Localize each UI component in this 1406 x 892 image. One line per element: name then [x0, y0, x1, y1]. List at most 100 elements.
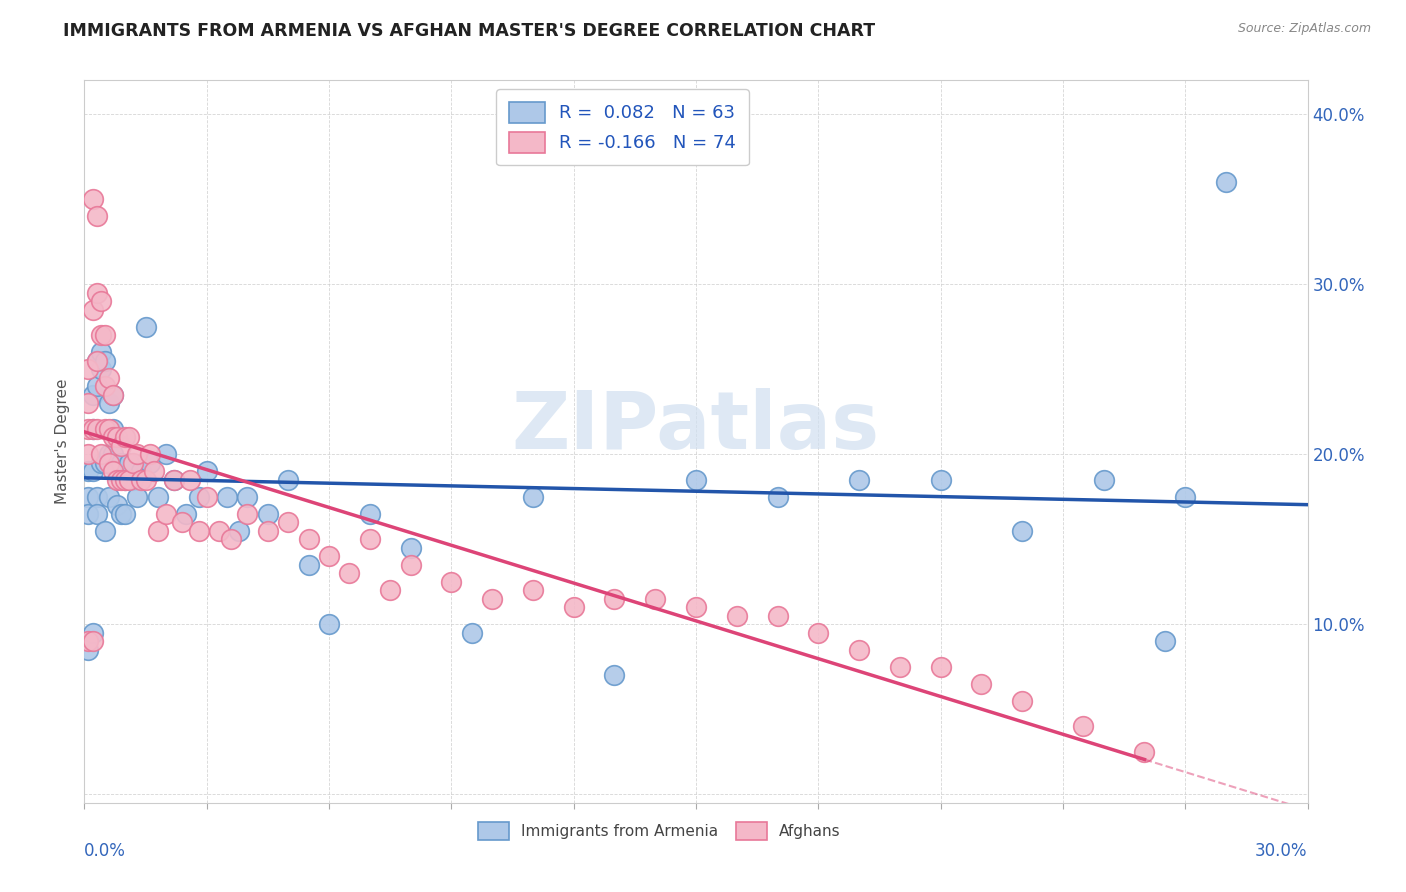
Text: ZIPatlas: ZIPatlas [512, 388, 880, 467]
Point [110, 473, 132, 487]
Point [93, 524, 115, 538]
Point [174, 507, 197, 521]
Point [110, 439, 132, 453]
Point [131, 464, 153, 478]
Text: 30.0%: 30.0% [1256, 842, 1308, 860]
Point [195, 464, 218, 478]
Point [146, 524, 169, 538]
Point [77, 396, 100, 410]
Point [217, 490, 239, 504]
Point [114, 430, 136, 444]
Point [82, 625, 104, 640]
Point [90, 362, 112, 376]
Point [97, 456, 120, 470]
Point [1011, 524, 1033, 538]
Point [163, 473, 186, 487]
Point [138, 447, 160, 461]
Point [257, 507, 280, 521]
Point [86, 285, 108, 300]
Point [163, 473, 186, 487]
Point [1073, 719, 1095, 733]
Point [219, 533, 242, 547]
Point [105, 464, 128, 478]
Point [603, 591, 626, 606]
Point [172, 516, 194, 530]
Point [86, 379, 108, 393]
Point [380, 583, 402, 598]
Point [236, 507, 259, 521]
Point [101, 388, 124, 402]
Point [339, 566, 361, 581]
Point [1154, 634, 1177, 648]
Point [90, 447, 112, 461]
Point [603, 668, 626, 682]
Point [105, 430, 128, 444]
Point [86, 353, 108, 368]
Point [90, 294, 112, 309]
Point [82, 388, 104, 402]
Point [86, 507, 108, 521]
Point [1215, 175, 1237, 189]
Point [298, 558, 321, 572]
Point [90, 345, 112, 359]
Point [105, 498, 128, 512]
Y-axis label: Master's Degree: Master's Degree [55, 379, 70, 504]
Point [318, 549, 340, 564]
Point [122, 456, 145, 470]
Point [86, 422, 108, 436]
Point [236, 490, 259, 504]
Point [179, 473, 201, 487]
Point [93, 422, 115, 436]
Point [155, 447, 177, 461]
Text: IMMIGRANTS FROM ARMENIA VS AFGHAN MASTER'S DEGREE CORRELATION CHART: IMMIGRANTS FROM ARMENIA VS AFGHAN MASTER… [63, 22, 876, 40]
Point [97, 371, 120, 385]
Point [127, 490, 149, 504]
Point [848, 642, 870, 657]
Point [77, 642, 100, 657]
Point [114, 473, 136, 487]
Point [1092, 473, 1115, 487]
Point [82, 464, 104, 478]
Point [399, 558, 422, 572]
Point [93, 456, 115, 470]
Point [90, 328, 112, 343]
Point [257, 524, 280, 538]
Point [131, 473, 153, 487]
Point [208, 524, 231, 538]
Point [195, 490, 218, 504]
Point [522, 583, 544, 598]
Point [359, 507, 381, 521]
Point [77, 447, 100, 461]
Point [77, 422, 100, 436]
Point [77, 507, 100, 521]
Point [146, 490, 169, 504]
Point [118, 473, 141, 487]
Point [318, 617, 340, 632]
Point [82, 634, 104, 648]
Point [522, 490, 544, 504]
Point [562, 600, 585, 615]
Point [101, 430, 124, 444]
Point [86, 490, 108, 504]
Point [114, 507, 136, 521]
Point [138, 456, 160, 470]
Point [122, 473, 145, 487]
Point [82, 422, 104, 436]
Point [399, 541, 422, 555]
Point [118, 430, 141, 444]
Point [77, 464, 100, 478]
Point [97, 490, 120, 504]
Point [135, 319, 157, 334]
Point [82, 192, 104, 206]
Point [187, 524, 209, 538]
Point [82, 302, 104, 317]
Point [228, 524, 250, 538]
Point [127, 447, 149, 461]
Point [110, 456, 132, 470]
Point [766, 608, 789, 623]
Text: 0.0%: 0.0% [84, 842, 127, 860]
Point [93, 328, 115, 343]
Point [101, 464, 124, 478]
Point [359, 533, 381, 547]
Point [481, 591, 503, 606]
